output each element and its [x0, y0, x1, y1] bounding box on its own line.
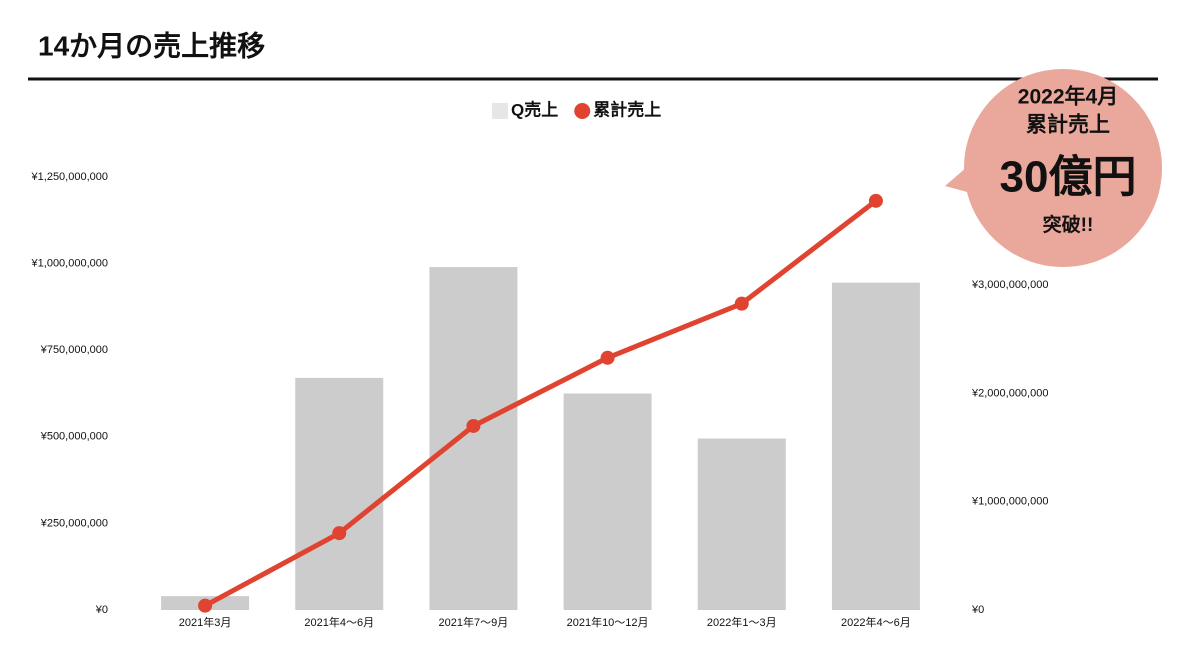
callout-text: 突破!! — [1043, 213, 1094, 236]
bar — [697, 438, 786, 610]
point — [466, 418, 481, 433]
bar — [563, 393, 652, 610]
legend-label: 累計売上 — [593, 99, 661, 119]
y-tick-label: ¥750,000,000 — [40, 344, 108, 356]
point — [734, 296, 749, 311]
chart-title: 14か月の売上推移 — [38, 30, 265, 61]
y-tick-label: ¥500,000,000 — [40, 431, 108, 443]
y2-tick-label: ¥2,000,000,000 — [971, 387, 1048, 399]
y-tick-label: ¥1,250,000,000 — [31, 171, 108, 183]
point — [198, 598, 213, 613]
legend-label: Q売上 — [511, 99, 558, 119]
x-tick-label: 2021年10〜12月 — [567, 615, 649, 629]
y-tick-label: ¥250,000,000 — [40, 517, 108, 529]
x-tick-label: 2021年7〜9月 — [439, 615, 509, 629]
y-tick-label: ¥1,000,000,000 — [31, 258, 108, 270]
x-tick-label: 2022年1〜3月 — [707, 615, 777, 629]
callout-text: 2022年4月 — [1018, 85, 1118, 109]
legend-swatch — [574, 103, 591, 119]
x-tick-label: 2021年3月 — [179, 615, 232, 629]
legend-swatch — [492, 103, 508, 119]
x-tick-label: 2022年4〜6月 — [841, 615, 911, 629]
y2-tick-label: ¥3,000,000,000 — [971, 279, 1048, 291]
bar — [831, 282, 920, 610]
point — [332, 526, 347, 541]
y-tick-label: ¥0 — [95, 604, 108, 616]
y2-tick-label: ¥1,000,000,000 — [971, 496, 1048, 508]
point — [868, 193, 883, 208]
line — [203, 198, 878, 608]
callout-text: 30億円 — [1000, 153, 1137, 202]
y2-tick-label: ¥0 — [971, 604, 984, 616]
bar — [429, 267, 518, 610]
bar — [295, 377, 384, 610]
x-tick-label: 2021年4〜6月 — [304, 615, 374, 629]
point — [600, 350, 615, 365]
callout-text: 累計売上 — [1026, 113, 1110, 137]
callout — [964, 69, 1162, 267]
